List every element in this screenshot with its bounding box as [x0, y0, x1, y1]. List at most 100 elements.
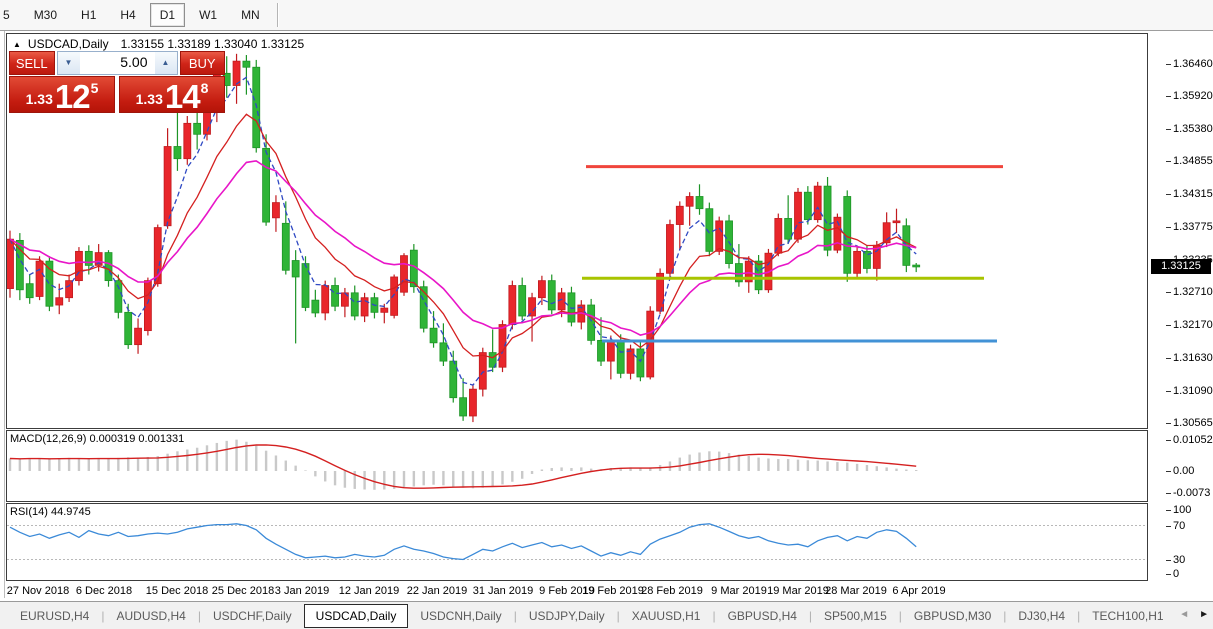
- candle-body[interactable]: [754, 260, 763, 291]
- tab-eurusd-h4[interactable]: EURUSD,H4: [20, 608, 90, 623]
- tab-scroll-right-icon[interactable]: ►: [1199, 609, 1209, 620]
- buy-button[interactable]: BUY: [179, 51, 225, 75]
- candle-body[interactable]: [143, 280, 152, 332]
- tab-xauusd-h1[interactable]: XAUUSD,H1: [631, 608, 701, 623]
- candle-body[interactable]: [35, 260, 44, 297]
- sell-button[interactable]: SELL: [9, 51, 55, 75]
- tab-audusd-h4[interactable]: AUDUSD,H4: [116, 608, 186, 623]
- tab-usdjpy-daily[interactable]: USDJPY,Daily: [528, 608, 605, 623]
- candle-body[interactable]: [173, 146, 182, 160]
- timeframe-button-d1[interactable]: D1: [149, 3, 186, 27]
- tab-scroll-left-icon[interactable]: ◄: [1179, 609, 1190, 620]
- candle-body[interactable]: [449, 360, 458, 399]
- candle-body[interactable]: [262, 147, 271, 223]
- tab-usdcnh-daily[interactable]: USDCNH,Daily: [420, 608, 502, 623]
- candle-body[interactable]: [25, 283, 34, 299]
- buy-price-box[interactable]: 1.33 14 8: [119, 76, 225, 113]
- candle-body[interactable]: [636, 348, 645, 378]
- timeframe-button-h4[interactable]: H4: [120, 8, 136, 22]
- tab-gbpusd-m30[interactable]: GBPUSD,M30: [913, 608, 992, 623]
- candle-body[interactable]: [794, 191, 802, 240]
- candle-body[interactable]: [242, 60, 251, 68]
- candle-body[interactable]: [163, 146, 172, 227]
- candle-body[interactable]: [469, 388, 477, 417]
- candle-body[interactable]: [853, 250, 861, 274]
- candle-body[interactable]: [124, 311, 133, 346]
- timeframe-button-w1[interactable]: W1: [199, 8, 218, 22]
- candle-body[interactable]: [331, 285, 339, 307]
- timeframe-button-mn[interactable]: MN: [241, 8, 260, 22]
- tab-gbpusd-h4[interactable]: GBPUSD,H4: [727, 608, 797, 623]
- timeframe-button-h1[interactable]: H1: [81, 8, 97, 22]
- candle-body[interactable]: [232, 60, 241, 86]
- candle-body[interactable]: [84, 250, 93, 266]
- candle-body[interactable]: [666, 224, 674, 274]
- macd-indicator-panel[interactable]: [6, 430, 1148, 502]
- candle-body[interactable]: [281, 222, 290, 271]
- candle-body[interactable]: [538, 280, 546, 299]
- candle-body[interactable]: [55, 297, 64, 306]
- candle-body[interactable]: [557, 292, 566, 311]
- candle-body[interactable]: [715, 220, 724, 252]
- candle-body[interactable]: [863, 250, 871, 269]
- candle-body[interactable]: [705, 208, 714, 252]
- tab-sp500-m15[interactable]: SP500,M15: [824, 608, 887, 623]
- candle-body[interactable]: [744, 260, 753, 283]
- candle-body[interactable]: [439, 342, 448, 362]
- candle-body[interactable]: [528, 297, 536, 317]
- candle-body[interactable]: [803, 191, 812, 221]
- candle-body[interactable]: [587, 304, 596, 341]
- candle-body[interactable]: [114, 280, 123, 313]
- candle-body[interactable]: [75, 250, 83, 282]
- candle-body[interactable]: [15, 239, 24, 291]
- volume-input[interactable]: 5.00: [120, 54, 148, 70]
- candle-body[interactable]: [685, 196, 694, 207]
- collapse-trade-panel-icon[interactable]: ▲: [13, 40, 21, 49]
- candle-body[interactable]: [597, 339, 605, 362]
- timeframe-button-m30[interactable]: M30: [33, 8, 58, 22]
- candle-body[interactable]: [695, 196, 704, 210]
- candle-body[interactable]: [882, 222, 891, 244]
- tab-dj30-h4[interactable]: DJ30,H4: [1018, 608, 1066, 623]
- candle-body[interactable]: [193, 122, 202, 135]
- main-chart-plot[interactable]: [6, 33, 1148, 429]
- tab-tech100-h1[interactable]: TECH100,H1: [1092, 608, 1164, 623]
- candle-body[interactable]: [321, 285, 330, 314]
- tab-usdcad-daily[interactable]: USDCAD,Daily: [303, 603, 409, 628]
- candle-body[interactable]: [301, 263, 310, 308]
- candle-body[interactable]: [419, 286, 428, 329]
- candle-body[interactable]: [892, 220, 901, 224]
- candle-body[interactable]: [567, 292, 576, 323]
- volume-decrease-button[interactable]: ▼: [57, 52, 80, 74]
- tab-usdchf-daily[interactable]: USDCHF,Daily: [212, 608, 292, 623]
- candle-body[interactable]: [291, 260, 300, 278]
- candle-body[interactable]: [774, 218, 783, 254]
- candle-body[interactable]: [784, 218, 793, 240]
- candle-body[interactable]: [912, 264, 921, 268]
- candle-body[interactable]: [626, 348, 635, 374]
- candle-body[interactable]: [134, 327, 142, 346]
- sell-price-box[interactable]: 1.33 12 5: [9, 76, 115, 113]
- candle-body[interactable]: [350, 292, 359, 317]
- candle-body[interactable]: [616, 339, 625, 374]
- candle-body[interactable]: [675, 205, 684, 225]
- candle-body[interactable]: [547, 280, 556, 311]
- candle-body[interactable]: [606, 339, 615, 362]
- candle-body[interactable]: [94, 252, 103, 266]
- candle-body[interactable]: [478, 352, 487, 390]
- candle-body[interactable]: [65, 280, 73, 299]
- candle-body[interactable]: [735, 263, 743, 283]
- candle-body[interactable]: [833, 216, 842, 251]
- candle-body[interactable]: [45, 260, 54, 307]
- candle-body[interactable]: [380, 307, 389, 313]
- rsi-indicator-panel[interactable]: [6, 503, 1148, 581]
- candle-body[interactable]: [183, 122, 192, 160]
- candle-body[interactable]: [646, 310, 655, 378]
- candle-body[interactable]: [272, 202, 280, 219]
- timeframe-button-partial[interactable]: 5: [3, 8, 10, 22]
- candle-body[interactable]: [518, 285, 527, 317]
- candle-body[interactable]: [7, 238, 14, 289]
- candle-body[interactable]: [488, 352, 497, 368]
- candle-body[interactable]: [360, 297, 369, 317]
- candle-body[interactable]: [823, 185, 832, 251]
